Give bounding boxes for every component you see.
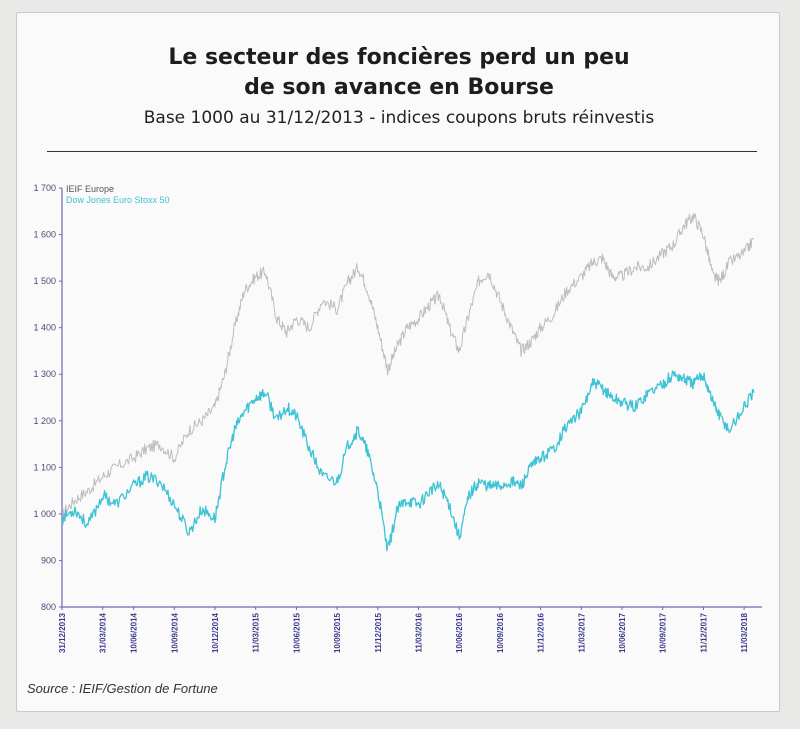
x-tick-label: 11/03/2018 [740,612,749,652]
y-tick-label: 1 500 [33,276,56,286]
chart-title: Le secteur des foncières perd un peu de … [17,43,781,103]
y-tick-label: 800 [41,602,56,612]
legend-item-stoxx: Dow Jones Euro Stoxx 50 [66,195,170,205]
y-tick-label: 1 000 [33,509,56,519]
chart-title-line2: de son avance en Bourse [244,75,554,100]
chart-title-line1: Le secteur des foncières perd un peu [168,45,630,70]
title-divider [47,151,757,152]
x-tick-label: 31/12/2013 [58,612,67,653]
x-tick-label: 10/09/2016 [496,612,505,653]
x-tick-label: 10/06/2014 [130,612,139,653]
x-tick-label: 10/09/2017 [659,612,668,653]
x-tick-label: 10/09/2015 [333,612,342,653]
chart-card: Le secteur des foncières perd un peu de … [16,12,780,712]
y-tick-label: 1 400 [33,323,56,333]
y-tick-label: 1 100 [33,462,56,472]
x-tick-label: 10/12/2014 [211,612,220,653]
y-tick-label: 900 [41,555,56,565]
x-tick-label: 10/06/2017 [618,612,627,653]
chart-axes: 800 900 1 000 1 100 1 200 1 300 1 400 1 500 1 60… [33,183,762,653]
x-tick-label: 10/09/2014 [170,612,179,653]
x-tick-label: 11/03/2017 [577,612,586,652]
legend-item-ieif: IEIF Europe [66,184,114,194]
x-tick-label: 11/12/2015 [374,612,383,652]
x-tick-label: 31/03/2014 [99,612,108,653]
y-tick-label: 1 600 [33,230,56,240]
y-tick-label: 1 300 [33,369,56,379]
series-line-ieif [61,213,755,518]
x-tick-label: 11/12/2016 [537,612,546,652]
x-tick-label: 11/12/2017 [699,612,708,652]
chart-series [61,213,755,552]
series-line-stoxx [61,370,755,552]
x-tick-label: 11/03/2015 [252,612,261,652]
x-tick-label: 11/03/2016 [415,612,424,652]
x-tick-label: 10/06/2016 [455,612,464,653]
source-note: Source : IEIF/Gestion de Fortune [27,681,218,696]
chart-subtitle: Base 1000 au 31/12/2013 - indices coupon… [143,108,655,128]
y-tick-label: 1 200 [33,416,56,426]
x-tick-label: 10/06/2015 [292,612,301,653]
y-tick-label: 1 700 [33,183,56,193]
